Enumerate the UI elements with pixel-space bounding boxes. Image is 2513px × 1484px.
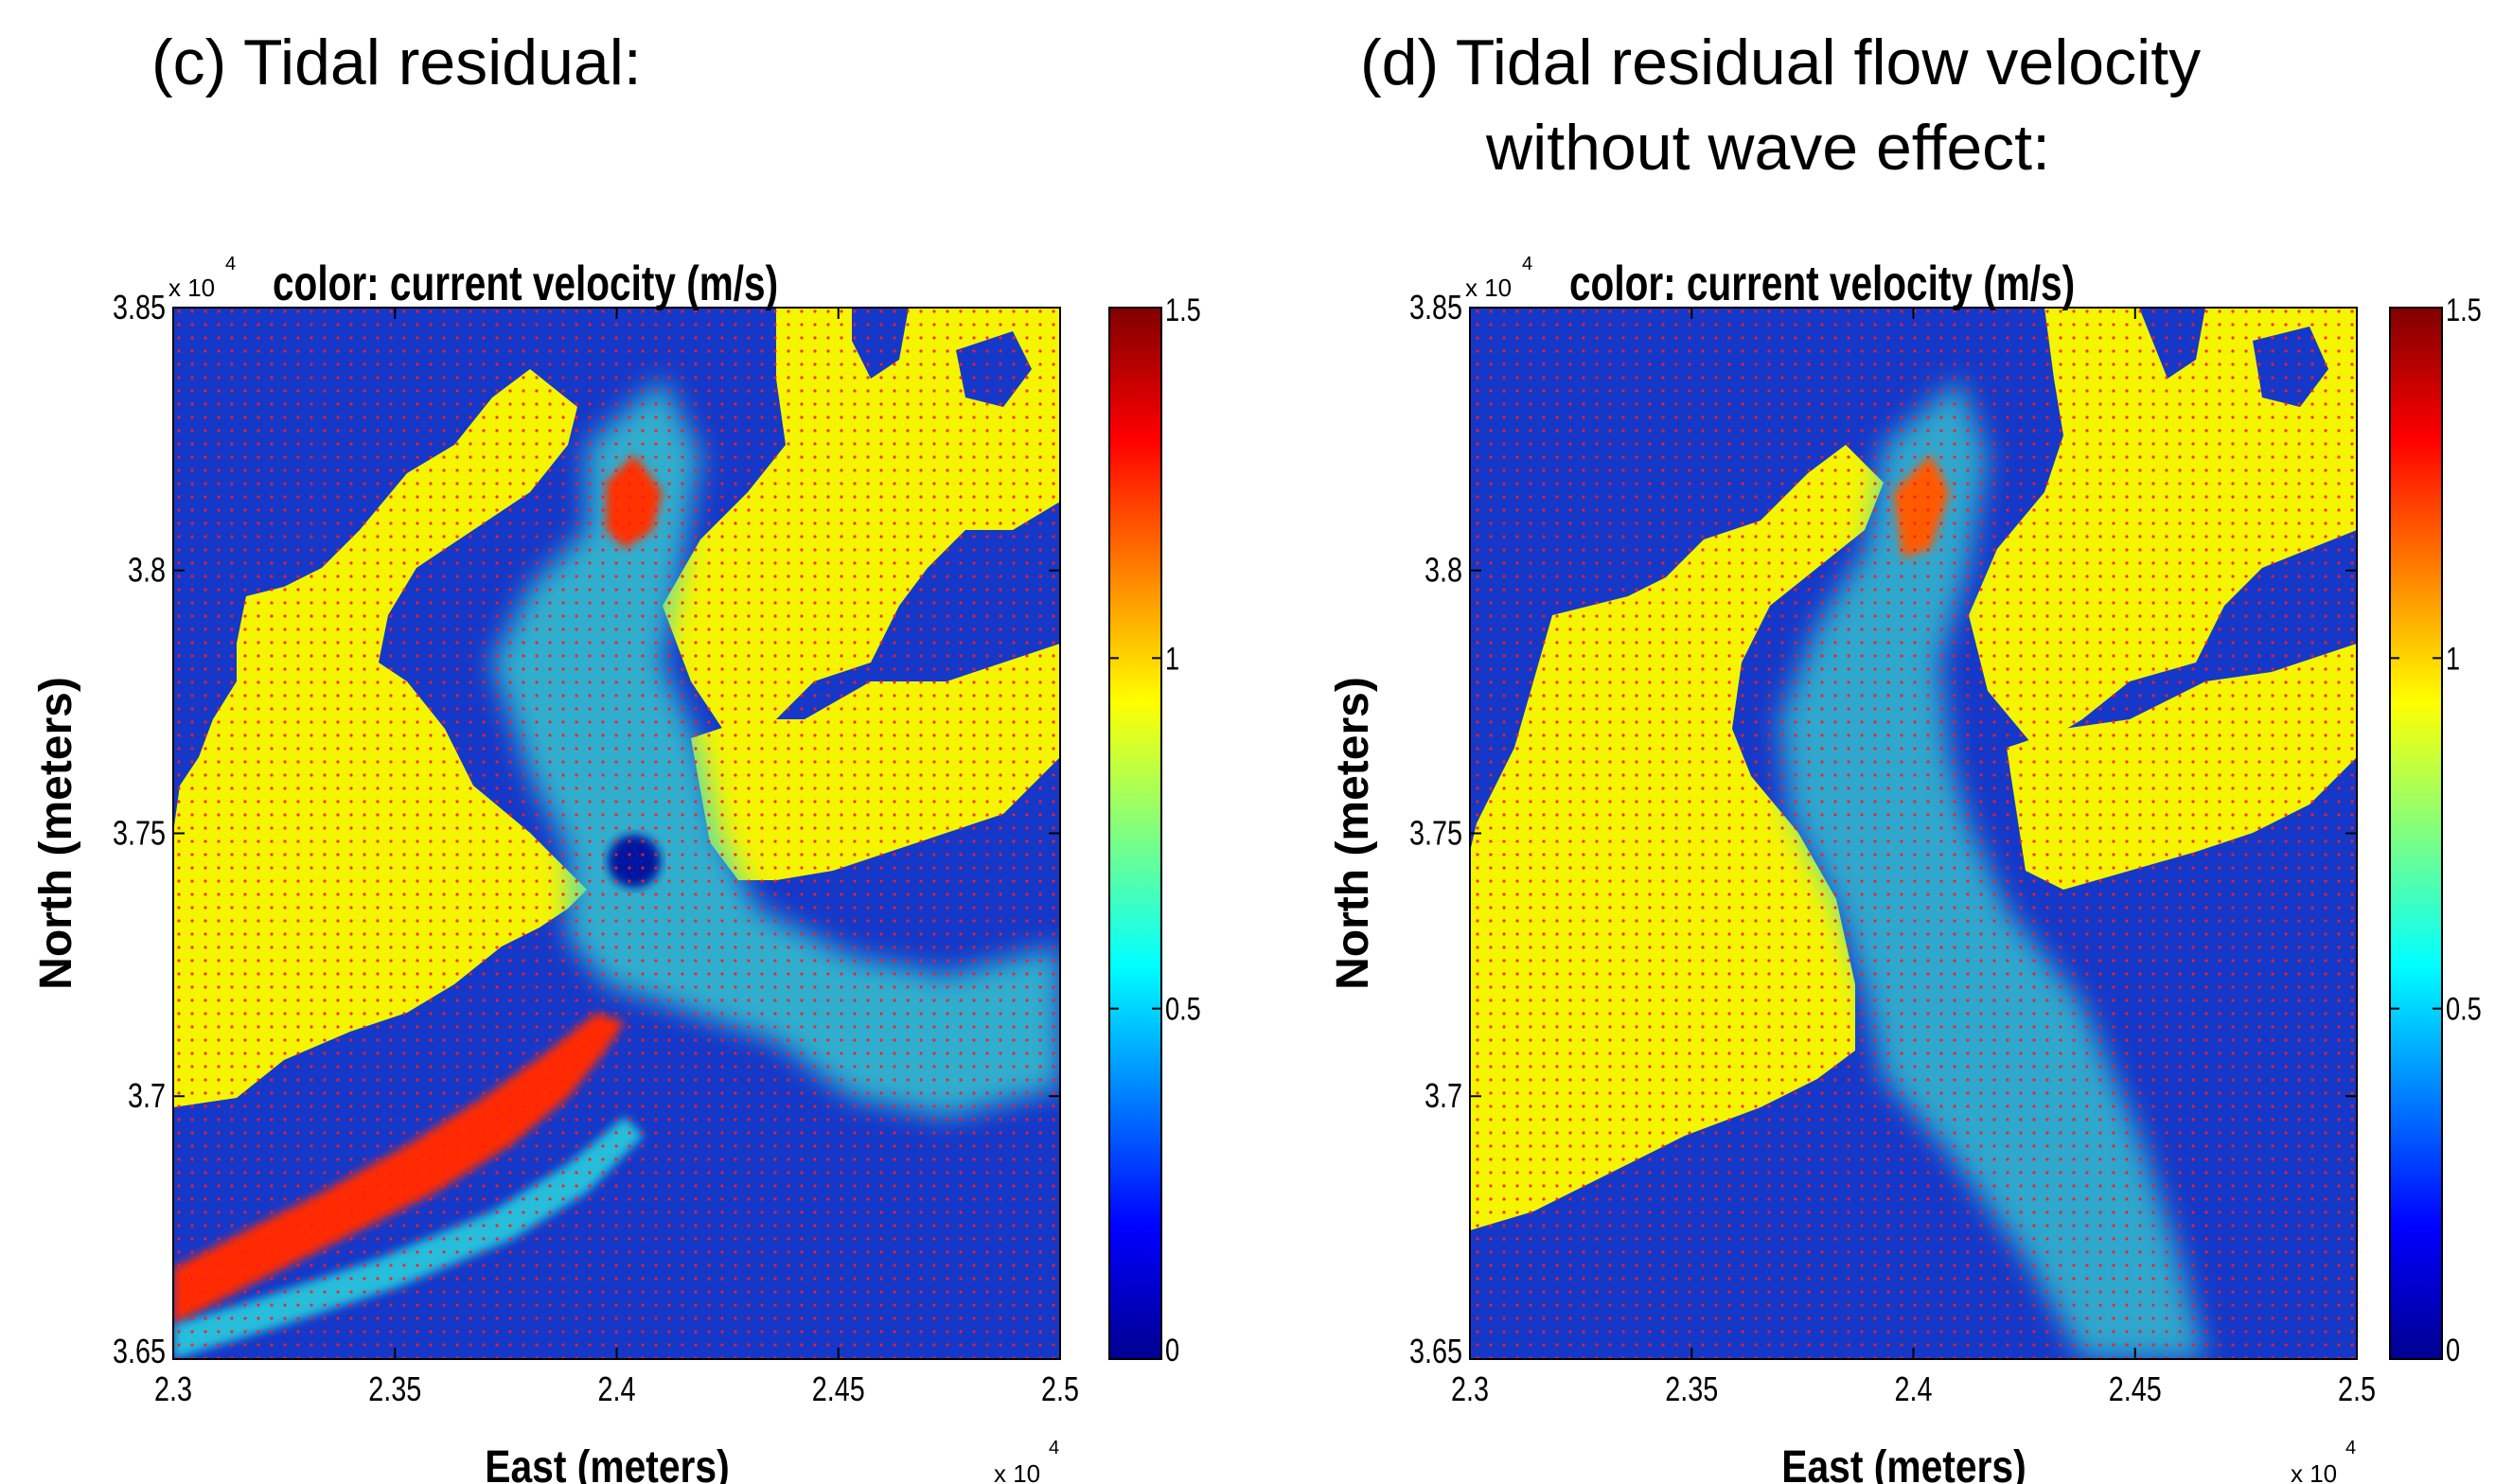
colorbar-tick-label: 1.5 (1165, 292, 1201, 328)
x-tick-label: 2.5 (1041, 1369, 1079, 1408)
y-multiplier: x 10 (1465, 274, 1512, 302)
chart-title: color: current velocity (m/s) (273, 256, 778, 310)
x-tick-label: 2.45 (2109, 1369, 2162, 1408)
y-tick-label: 3.85 (113, 288, 166, 327)
y-tick-label: 3.85 (1409, 288, 1462, 327)
colorbar (1108, 307, 1162, 1360)
colorbar-tick-label: 0 (2446, 1332, 2460, 1369)
panel-c-title: (c) Tidal residual: (151, 26, 642, 98)
y-tick-label: 3.7 (1425, 1076, 1462, 1115)
y-exponent: 4 (1522, 254, 1532, 274)
y-tick-label: 3.75 (113, 813, 166, 852)
x-tick-label: 2.35 (1665, 1369, 1718, 1408)
colorbar-tick-label: 0 (1165, 1332, 1179, 1369)
x-tick-label: 2.5 (2338, 1369, 2376, 1408)
colorbar-tick-label: 1.5 (2446, 292, 2482, 328)
x-exponent: 4 (2345, 1438, 2356, 1458)
colorbar-tick-label: 1 (2446, 640, 2460, 677)
y-tick-label: 3.75 (1409, 813, 1462, 852)
velocity-heatmap (173, 308, 1060, 1359)
x-axis-label: East (meters) (485, 1442, 729, 1484)
panel-d-title-line2: without wave effect: (1486, 112, 2050, 184)
colorbar-tick-label: 0.5 (2446, 991, 2482, 1028)
y-tick-label: 3.65 (1409, 1332, 1462, 1370)
chart-title: color: current velocity (m/s) (1569, 256, 2075, 310)
colorbar-tick-label: 1 (1165, 640, 1179, 677)
colorbar-tick-label: 0.5 (1165, 991, 1201, 1028)
y-axis-label: North (meters) (31, 677, 81, 990)
chart-c: color: current velocity (m/s) x 10 4 2.3 2.3… (31, 254, 1201, 1484)
x-multiplier: x 10 (2291, 1459, 2337, 1484)
x-tick-label: 2.4 (597, 1369, 635, 1408)
x-multiplier: x 10 (994, 1459, 1040, 1484)
velocity-heatmap (1470, 308, 2357, 1359)
y-tick-label: 3.8 (1425, 551, 1462, 590)
x-tick-label: 2.45 (812, 1369, 865, 1408)
x-exponent: 4 (1049, 1438, 1059, 1458)
colorbar (2389, 307, 2443, 1360)
x-tick-label: 2.35 (368, 1369, 421, 1408)
y-tick-label: 3.65 (113, 1332, 166, 1370)
x-tick-label: 2.3 (154, 1369, 192, 1408)
y-multiplier: x 10 (168, 274, 215, 302)
y-axis-label: North (meters) (1328, 677, 1378, 990)
panel-d-title-line1: (d) Tidal residual flow velocity (1360, 26, 2202, 98)
x-tick-label: 2.3 (1451, 1369, 1489, 1408)
x-axis-label: East (meters) (1781, 1442, 2026, 1484)
y-tick-label: 3.8 (128, 551, 166, 590)
y-tick-label: 3.7 (128, 1076, 166, 1115)
chart-d: color: current velocity (m/s) x 10 4 2.3 2.3… (1328, 254, 2482, 1484)
x-tick-label: 2.4 (1894, 1369, 1932, 1408)
y-exponent: 4 (225, 254, 236, 274)
